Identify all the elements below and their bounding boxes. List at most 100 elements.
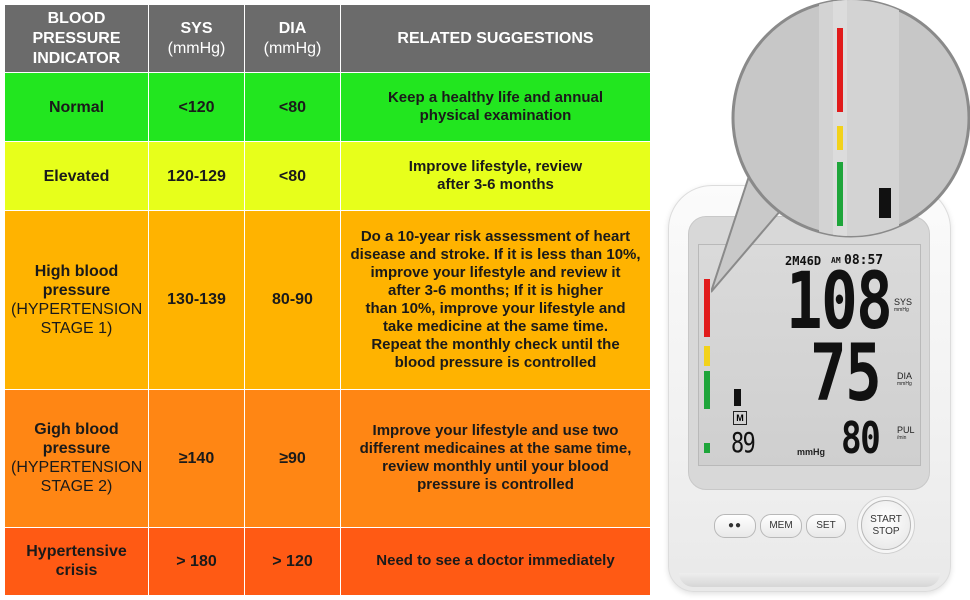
user-button[interactable]: ●●: [714, 514, 756, 538]
suggestion-line: review monthly until your blood: [382, 458, 609, 476]
suggestion-cell: Do a 10-year risk assessment of heart dis…: [340, 210, 651, 390]
suggestion-cell: Improve your lifestyle and use two differ…: [340, 388, 651, 528]
suggestion-line: than 10%, improve your lifestyle and: [365, 299, 626, 317]
sys-value-cell: <120: [148, 71, 245, 143]
table-header-row: BLOOD PRESSURE INDICATOR SYS (mmHg) DIA …: [4, 4, 651, 73]
level-name-line: Normal: [48, 98, 105, 116]
start-label: START: [870, 514, 902, 525]
lcd-sys-label: SYS mmHg: [894, 297, 913, 314]
lcd-pulse-value: 80: [841, 413, 881, 464]
header-indicator-line2: INDICATOR: [32, 49, 121, 67]
indicator-red-bar: [704, 279, 710, 337]
lcd-mem-indicator: M: [733, 411, 747, 425]
suggestion-line: after 3-6 months: [437, 176, 554, 194]
callout-green-bar: [837, 162, 843, 226]
level-name-line: Hypertensive: [26, 543, 127, 561]
suggestion-line: after 3-6 months; If it is higher: [387, 281, 604, 299]
bp-classification-table: BLOOD PRESSURE INDICATOR SYS (mmHg) DIA …: [4, 4, 651, 597]
header-dia: DIA (mmHg): [244, 4, 341, 73]
lcd-dia-value: 75: [810, 329, 882, 419]
level-cell: Elevated: [4, 141, 149, 212]
level-name-line: pressure: [42, 281, 111, 299]
level-name-line: crisis: [55, 562, 98, 580]
lcd-display: [698, 244, 921, 466]
device-base: [679, 573, 940, 587]
dia-value-cell: <80: [244, 141, 341, 212]
user-icon: ●●: [727, 520, 743, 531]
level-name-line: Gigh blood: [34, 421, 119, 439]
suggestion-line: different medicaines at the same time,: [359, 440, 632, 458]
suggestion-line: Improve lifestyle, review: [408, 158, 583, 176]
level-subtitle-line: (HYPERTENSION: [11, 459, 143, 477]
lcd-dia-label: DIA mmHg: [897, 371, 913, 388]
suggestion-line: Need to see a doctor immediately: [376, 552, 615, 570]
lcd-pul-label-text: PUL: [897, 425, 915, 435]
header-suggestions: RELATED SUGGESTIONS: [340, 4, 651, 73]
lcd-unit: mmHg: [797, 447, 826, 457]
level-name-line: Elevated: [43, 167, 110, 185]
sys-value-cell: 120-129: [148, 141, 245, 212]
mem-button[interactable]: MEM: [760, 514, 802, 538]
table-row: Hypertensive crisis > 180 > 120 Need to see …: [4, 526, 651, 597]
suggestion-line: Keep a healthy life and annual: [387, 89, 604, 107]
lcd-memory-count: 89: [731, 426, 756, 459]
header-indicator-line1: BLOOD PRESSURE: [32, 9, 121, 47]
level-cell: High blood pressure (HYPERTENSION STAGE 1): [4, 210, 149, 390]
level-name-line: pressure: [42, 440, 111, 458]
lcd-dia-unit: mmHg: [897, 381, 912, 387]
level-subtitle-line: STAGE 1): [40, 319, 113, 337]
indicator-green-bar: [704, 371, 710, 409]
suggestion-cell: Keep a healthy life and annual physical e…: [340, 71, 651, 143]
lcd-pul-unit: /min: [897, 435, 907, 441]
level-cell: Normal: [4, 71, 149, 143]
lcd-sys-value: 108: [786, 257, 893, 347]
suggestion-line: pressure is controlled: [417, 476, 574, 494]
level-cell: Gigh blood pressure (HYPERTENSION STAGE 2): [4, 388, 149, 528]
sys-value-cell: ≥140: [148, 388, 245, 528]
header-sys-unit: (mmHg): [167, 39, 226, 57]
indicator-yellow-bar: [704, 346, 710, 366]
lcd-sys-label-text: SYS: [894, 297, 913, 307]
lcd-dia-label-text: DIA: [897, 371, 913, 381]
level-cell: Hypertensive crisis: [4, 526, 149, 597]
callout-pulse-bar: [879, 188, 891, 218]
dia-value-cell: <80: [244, 71, 341, 143]
table-row: Elevated 120-129 <80 Improve lifestyle, rev…: [4, 141, 651, 212]
set-button[interactable]: SET: [806, 514, 846, 538]
suggestion-line: Repeat the monthly check until the: [371, 335, 620, 353]
suggestion-line: take medicine at the same time.: [382, 317, 609, 335]
callout-white-strip: [833, 0, 847, 236]
lcd-time: 08:57: [844, 253, 884, 268]
callout-yellow-bar: [837, 126, 843, 150]
suggestion-line: blood pressure is controlled: [394, 353, 597, 371]
dia-value-cell: > 120: [244, 526, 341, 597]
suggestion-line: physical examination: [419, 107, 572, 125]
table-row: Normal <120 <80 Keep a healthy life and ann…: [4, 71, 651, 143]
table-row: High blood pressure (HYPERTENSION STAGE 1) 1…: [4, 210, 651, 390]
start-stop-button[interactable]: START STOP: [861, 500, 911, 550]
header-dia-unit: (mmHg): [263, 39, 322, 57]
header-sys: SYS (mmHg): [148, 4, 245, 73]
callout-lcd-strip: [819, 0, 899, 236]
indicator-green-dot: [704, 443, 710, 453]
callout-red-bar: [837, 28, 843, 112]
suggestion-cell: Need to see a doctor immediately: [340, 526, 651, 597]
suggestion-line: disease and stroke. If it is less than 1…: [350, 245, 641, 263]
header-indicator: BLOOD PRESSURE INDICATOR: [4, 4, 149, 73]
suggestion-line: improve your lifestyle and review it: [370, 263, 621, 281]
header-sys-label: SYS: [180, 19, 213, 37]
lcd-sys-unit: mmHg: [894, 307, 909, 313]
sys-value-cell: 130-139: [148, 210, 245, 390]
sys-value-cell: > 180: [148, 526, 245, 597]
lcd-date: 2M46D: [785, 254, 822, 268]
suggestion-cell: Improve lifestyle, review after 3-6 month…: [340, 141, 651, 212]
magnifier-callout: [711, 0, 970, 293]
dia-value-cell: ≥90: [244, 388, 341, 528]
suggestion-line: Improve your lifestyle and use two: [372, 422, 619, 440]
level-subtitle-line: STAGE 2): [40, 478, 113, 496]
dia-value-cell: 80-90: [244, 210, 341, 390]
suggestion-line: Do a 10-year risk assessment of heart: [360, 227, 631, 245]
table-row: Gigh blood pressure (HYPERTENSION STAGE 2) ≥…: [4, 388, 651, 528]
pulse-strength-bar: [734, 389, 741, 406]
lcd-ampm: AM: [831, 256, 841, 265]
